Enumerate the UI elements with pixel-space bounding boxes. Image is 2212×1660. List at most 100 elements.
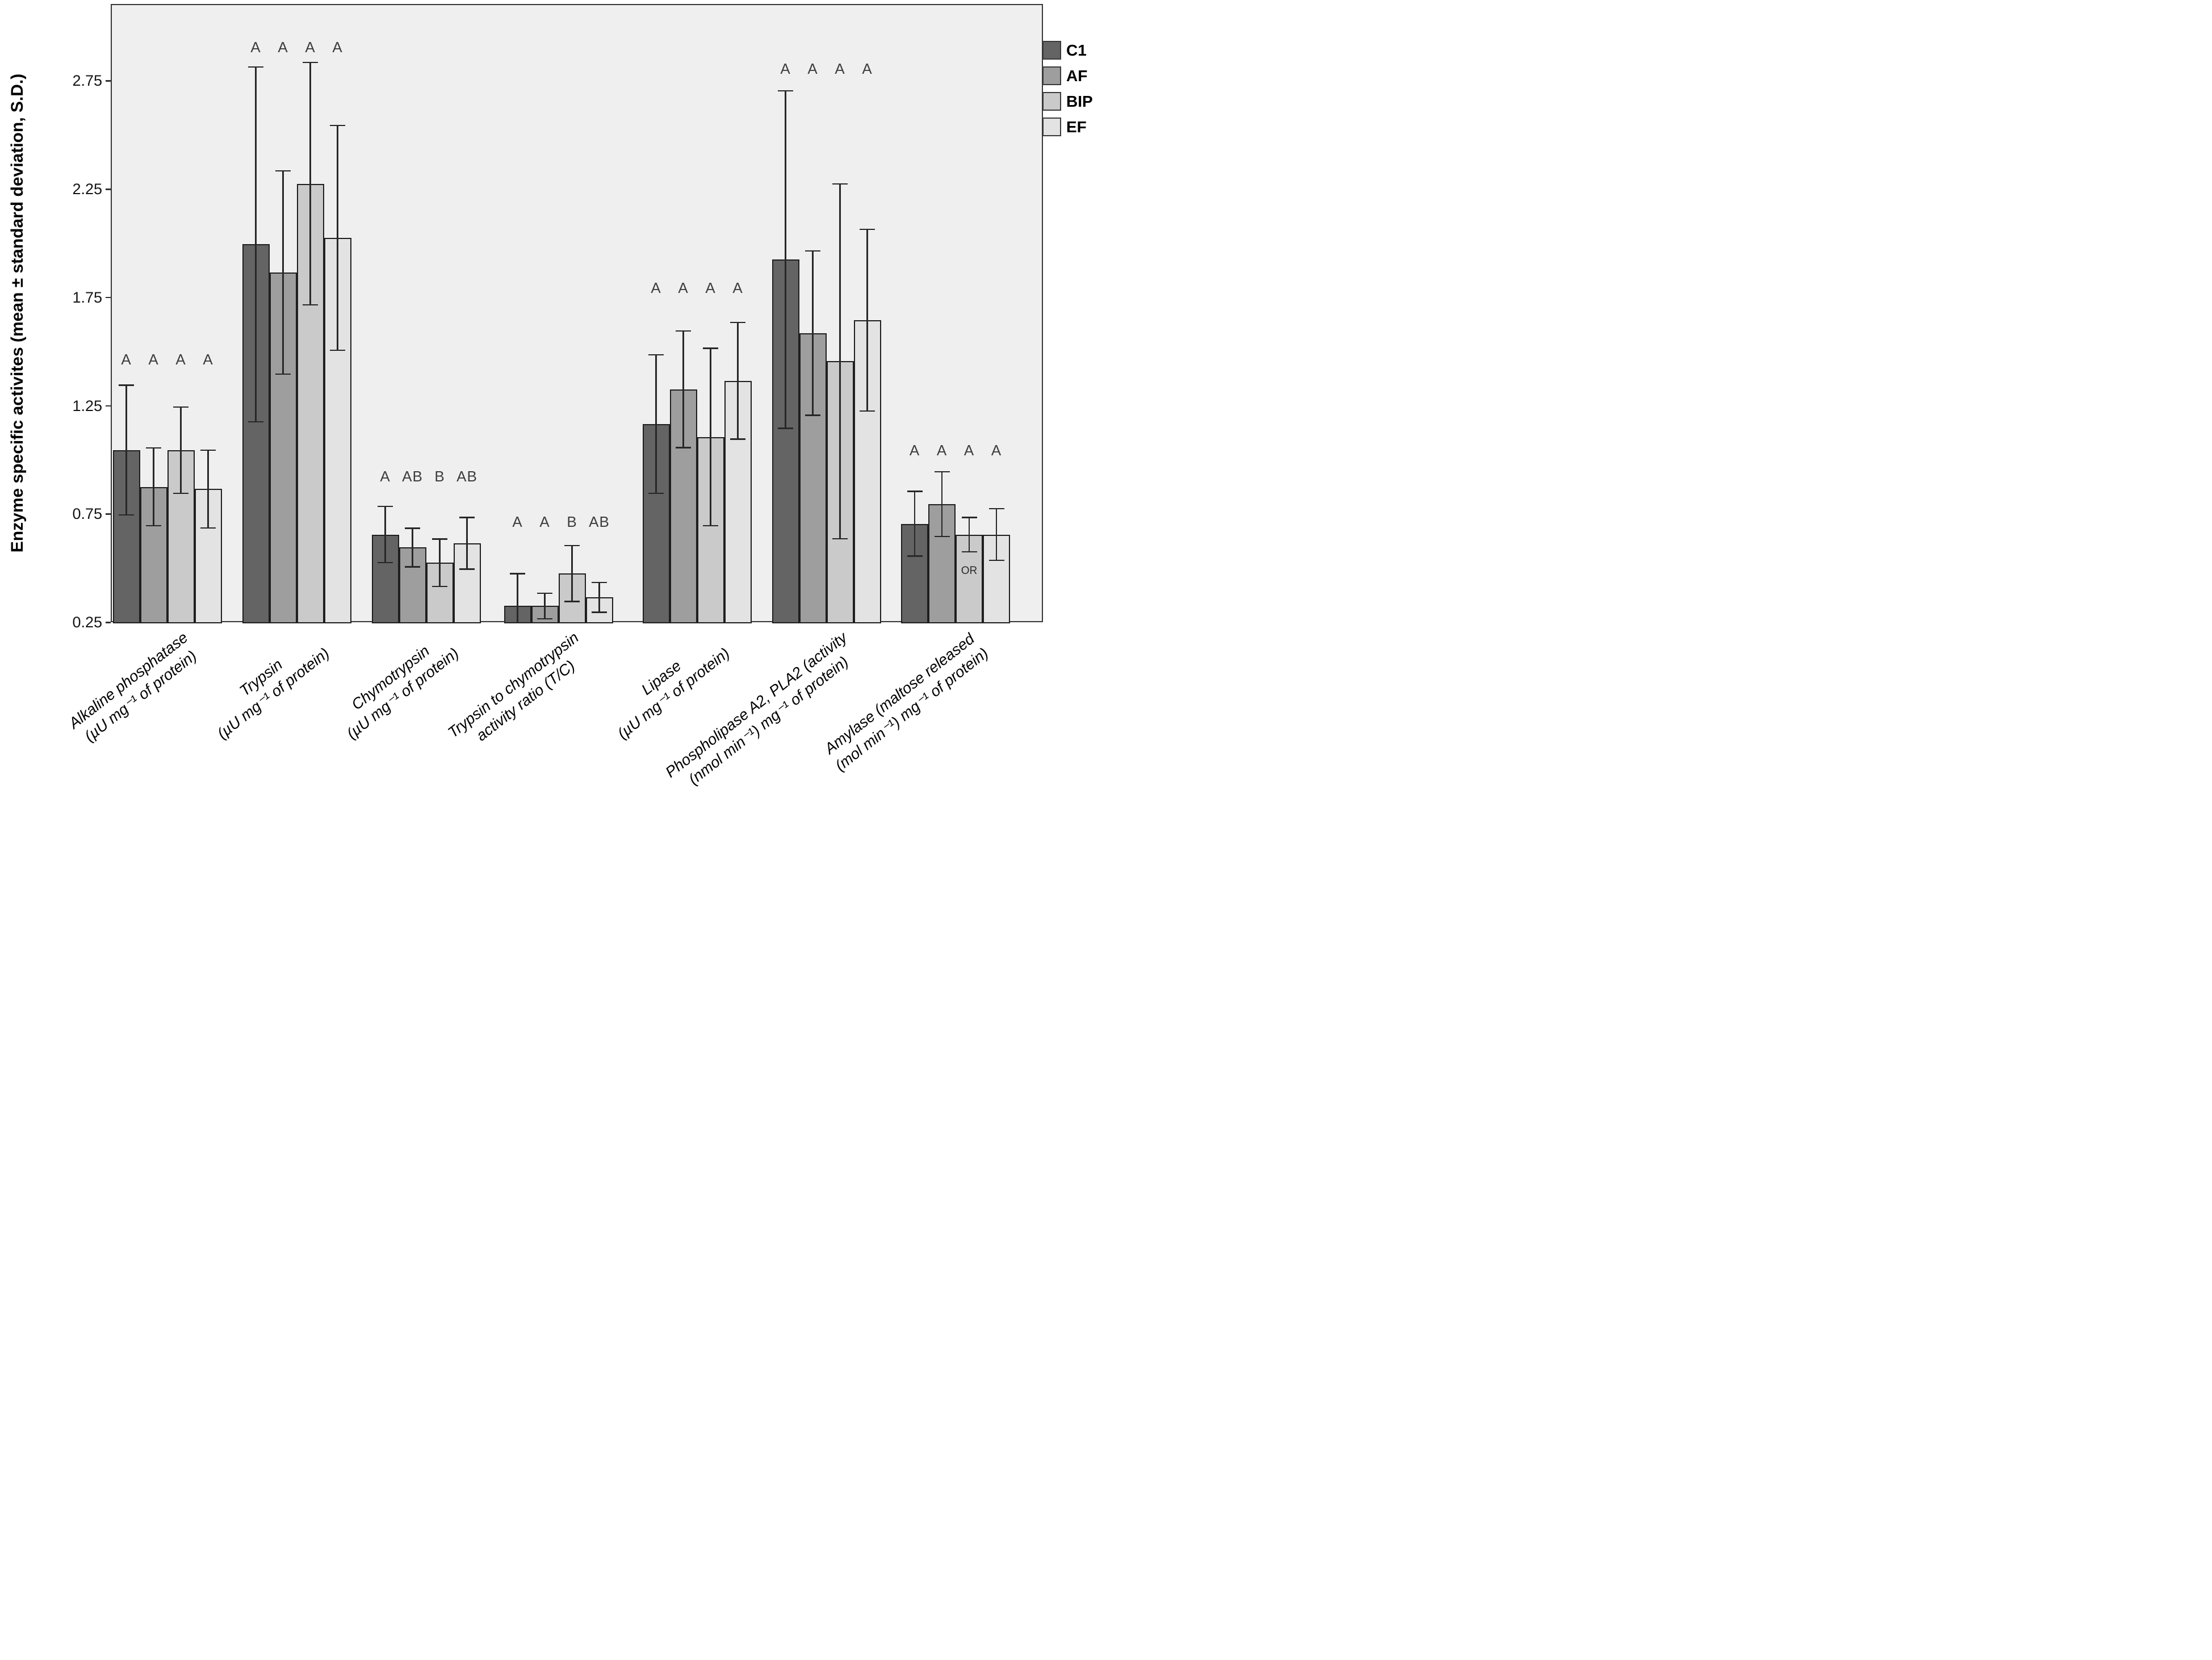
error-bar [968,517,970,552]
error-bar-cap [537,592,552,594]
error-bar [439,539,441,587]
legend-label: C1 [1066,41,1087,59]
error-bar-cap [860,410,875,412]
significance-letter: A [963,441,975,459]
significance-letter: AB [456,467,477,485]
error-bar [710,348,711,526]
bar-c1 [901,523,928,623]
x-category-label: Trypsin to chymotrypsin activity ratio (… [445,628,583,745]
significance-letter: A [250,39,261,56]
significance-letter: A [835,60,845,78]
error-bar-cap [805,250,820,252]
bar-c1 [642,424,670,623]
error-bar-cap [173,406,188,408]
y-tick-mark [106,513,111,515]
significance-letter: A [121,350,132,368]
significance-letter: A [780,60,791,78]
error-bar-cap [730,321,745,324]
y-tick-label: 2.25 [72,181,102,198]
error-bar [384,506,386,563]
error-bar-cap [248,66,263,68]
error-bar-cap [146,525,161,527]
error-bar-cap [564,544,580,547]
significance-letter: AB [589,513,610,530]
error-bar [941,471,943,537]
error-bar [914,491,916,556]
x-category-label: Chymotrypsin (µU mg⁻¹ of protein) [343,642,462,743]
significance-letter: A [651,279,661,296]
error-bar-cap [961,517,977,518]
significance-letter: A [678,279,689,296]
bar-c1 [242,244,270,623]
significance-letter: A [862,60,873,78]
error-bar-cap [119,514,134,516]
error-bar-cap [200,449,216,451]
error-bar-cap [303,304,318,306]
error-bar [282,170,284,375]
y-tick-mark [106,80,111,82]
error-bar-cap [703,525,718,527]
error-bar-cap [676,447,691,448]
error-bar [785,90,786,429]
bar-ef [194,489,222,623]
error-bar-cap [778,90,793,91]
legend-label: BIP [1066,93,1093,110]
error-bar [255,66,257,422]
y-tick-mark [106,188,111,190]
error-bar [655,354,657,494]
error-bar-cap [648,354,664,356]
error-bar [995,508,998,561]
error-bar [839,183,841,539]
legend-label: EF [1066,118,1087,136]
error-bar-cap [405,527,420,529]
error-bar-cap [275,170,291,172]
error-bar-cap [860,228,875,230]
error-bar-cap [730,438,745,440]
error-bar-cap [778,427,793,429]
legend-swatch-ef [1042,118,1061,136]
y-tick-label: 0.75 [72,505,102,523]
error-bar [412,528,413,567]
error-bar [309,62,311,305]
legend-swatch-af [1042,66,1061,85]
error-bar [337,125,338,351]
error-bar [682,330,684,448]
y-tick-mark [106,622,111,623]
error-bar-cap [275,373,291,375]
significance-letter: B [434,467,445,485]
error-bar-cap [592,611,607,613]
significance-letter: A [332,39,343,56]
significance-letter: A [909,441,920,459]
error-bar-cap [648,492,664,494]
significance-letter: A [705,279,716,296]
significance-letter: A [380,467,391,485]
error-bar-cap [907,491,923,492]
error-bar [544,593,546,619]
significance-letter: A [807,60,818,78]
error-bar [812,250,814,416]
error-bar [153,447,154,526]
error-bar-cap [934,471,950,473]
legend-label: AF [1066,67,1088,85]
error-bar-cap [432,585,447,588]
significance-letter: AB [402,467,423,485]
error-bar-cap [510,573,525,575]
x-category-label: Alkaline phosphatase (µU mg⁻¹ of protein… [65,628,200,745]
significance-letter: A [203,350,213,368]
y-tick-label: 1.25 [72,397,102,414]
legend-swatch-bip [1042,92,1061,111]
error-bar [517,573,518,623]
bar-annotation: OR [961,565,978,577]
error-bar [180,406,182,494]
error-bar-cap [303,61,318,64]
error-bar-cap [703,347,718,349]
significance-letter: A [278,39,288,56]
error-bar [598,582,600,613]
error-bar-cap [173,492,188,494]
error-bar-cap [988,559,1004,561]
x-category-label: Trypsin (µU mg⁻¹ of protein) [214,644,333,743]
error-bar [207,450,209,529]
y-tick-mark [106,405,111,406]
error-bar [466,517,468,569]
y-tick-label: 0.25 [72,614,102,631]
